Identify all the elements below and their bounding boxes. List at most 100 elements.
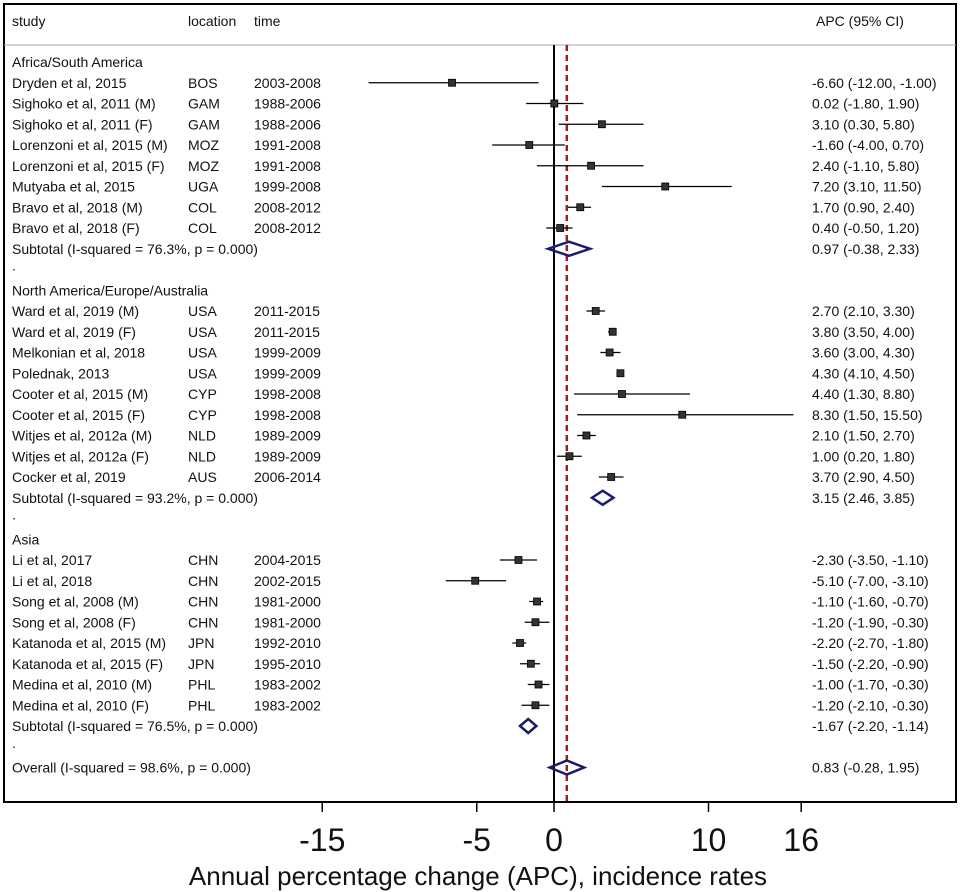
study-location: COL (188, 199, 217, 215)
study-location: CHN (188, 573, 218, 589)
study-label: Mutyaba et al, 2015 (12, 179, 135, 195)
study-location: USA (188, 345, 217, 361)
study-time: 2011-2015 (254, 303, 320, 319)
study-time: 2008-2012 (254, 199, 321, 215)
plot-frame (3, 3, 957, 803)
point-estimate-marker (531, 701, 540, 710)
study-ci-text: 1.00 (0.20, 1.80) (812, 448, 915, 464)
study-label: Medina et al, 2010 (F) (12, 697, 149, 713)
x-axis-label: Annual percentage change (APC), incidenc… (189, 861, 767, 891)
study-location: CHN (188, 594, 218, 610)
header-time: time (254, 13, 281, 29)
point-estimate-marker (514, 556, 523, 564)
study-time: 1988-2006 (254, 116, 321, 132)
x-tick-label: 16 (783, 822, 819, 858)
point-estimate-marker (556, 224, 565, 232)
study-label: Song et al, 2008 (M) (12, 594, 139, 610)
study-location: COL (188, 220, 217, 236)
study-ci-text: -2.30 (-3.50, -1.10) (812, 552, 929, 568)
study-location: GAM (188, 116, 220, 132)
study-location: USA (188, 324, 217, 340)
point-estimate-marker (587, 161, 595, 170)
study-location: AUS (188, 469, 217, 485)
subtotal-ci-text: 3.15 (2.46, 3.85) (812, 490, 915, 506)
x-tick-label: 10 (691, 822, 727, 858)
x-tick-label: -5 (463, 822, 491, 858)
group-heading: North America/Europe/Australia (12, 282, 208, 298)
subtotal-ci-text: 0.97 (-0.38, 2.33) (812, 241, 919, 257)
x-tick-label: -15 (299, 822, 345, 858)
subtotal-label: Subtotal (I-squared = 76.3%, p = 0.000) (12, 241, 258, 257)
point-estimate-marker (618, 390, 626, 398)
study-time: 1999-2009 (254, 345, 321, 361)
point-estimate-marker (550, 99, 559, 108)
point-estimate-marker (608, 327, 617, 336)
study-label: Katanoda et al, 2015 (F) (12, 656, 163, 672)
point-estimate-marker (533, 597, 541, 606)
row-spacer: . (12, 258, 16, 274)
study-time: 1992-2010 (254, 635, 321, 651)
point-estimate-marker (616, 369, 625, 378)
point-estimate-marker (448, 78, 456, 87)
point-estimate-marker (597, 120, 606, 129)
study-location: PHL (188, 697, 215, 713)
study-location: NLD (188, 448, 216, 464)
study-location: CYP (188, 386, 217, 402)
study-label: Song et al, 2008 (F) (12, 614, 136, 630)
header-study: study (12, 13, 45, 29)
point-estimate-marker (576, 203, 585, 212)
study-ci-text: -5.10 (-7.00, -3.10) (812, 573, 929, 589)
point-estimate-marker (531, 618, 540, 627)
study-ci-text: -1.20 (-1.90, -0.30) (812, 614, 929, 630)
point-estimate-marker (607, 473, 616, 481)
study-label: Ward et al, 2019 (M) (12, 303, 139, 319)
study-label: Li et al, 2018 (12, 573, 92, 589)
point-estimate-marker (565, 452, 574, 461)
study-ci-text: 3.10 (0.30, 5.80) (812, 116, 915, 132)
study-label: Cooter et al, 2015 (M) (12, 386, 148, 402)
study-ci-text: -1.50 (-2.20, -0.90) (812, 656, 929, 672)
study-ci-text: 0.02 (-1.80, 1.90) (812, 96, 919, 112)
study-time: 2003-2008 (254, 75, 321, 91)
study-label: Katanoda et al, 2015 (M) (12, 635, 166, 651)
subtotal-label: Subtotal (I-squared = 93.2%, p = 0.000) (12, 490, 258, 506)
study-label: Melkonian et al, 2018 (12, 345, 145, 361)
study-time: 1983-2002 (254, 697, 321, 713)
study-location: NLD (188, 428, 216, 444)
study-location: USA (188, 303, 217, 319)
study-location: GAM (188, 96, 220, 112)
study-location: CHN (188, 552, 218, 568)
study-time: 2004-2015 (254, 552, 321, 568)
study-ci-text: -2.20 (-2.70, -1.80) (812, 635, 929, 651)
study-ci-text: 3.60 (3.00, 4.30) (812, 345, 915, 361)
study-ci-text: 2.10 (1.50, 2.70) (812, 428, 915, 444)
subtotal-ci-text: -1.67 (-2.20, -1.14) (812, 718, 929, 734)
study-location: CHN (188, 614, 218, 630)
study-ci-text: -1.20 (-2.10, -0.30) (812, 697, 929, 713)
study-time: 1998-2008 (254, 407, 321, 423)
subtotal-diamond (544, 240, 594, 258)
study-ci-text: 3.70 (2.90, 4.50) (812, 469, 915, 485)
study-location: UGA (188, 179, 219, 195)
study-ci-text: 4.30 (4.10, 4.50) (812, 365, 915, 381)
point-estimate-marker (591, 307, 600, 315)
study-location: MOZ (188, 158, 220, 174)
study-label: Witjes et al, 2012a (M) (12, 428, 152, 444)
point-estimate-marker (605, 348, 614, 357)
study-time: 1989-2009 (254, 428, 321, 444)
row-spacer: . (12, 507, 16, 523)
study-label: Medina et al, 2010 (M) (12, 677, 152, 693)
study-time: 1995-2010 (254, 656, 321, 672)
point-estimate-marker (516, 639, 524, 647)
study-label: Witjes et al, 2012a (F) (12, 448, 149, 464)
study-label: Sighoko et al, 2011 (M) (12, 96, 156, 112)
point-estimate-marker (526, 659, 535, 668)
x-tick-label: 0 (545, 822, 563, 858)
group-heading: Africa/South America (12, 54, 143, 70)
study-label: Cooter et al, 2015 (F) (12, 407, 145, 423)
study-time: 1988-2006 (254, 96, 321, 112)
study-location: JPN (188, 656, 214, 672)
study-label: Lorenzoni et al, 2015 (F) (12, 158, 165, 174)
study-ci-text: 1.70 (0.90, 2.40) (812, 199, 915, 215)
study-ci-text: -1.60 (-4.00, 0.70) (812, 137, 924, 153)
